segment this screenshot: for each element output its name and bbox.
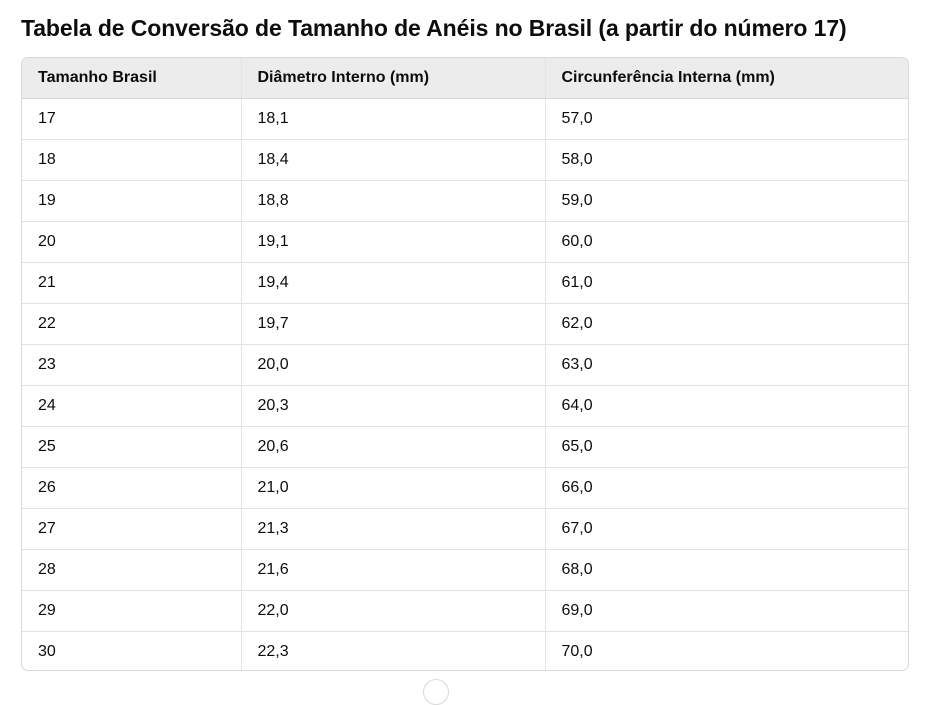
- table-body: 17 18,1 57,0 18 18,4 58,0 19 18,8 59,0 20 19,1 60,0…: [22, 98, 908, 670]
- table-row: 23 20,0 63,0: [22, 343, 908, 385]
- table-row: 22 19,7 62,0: [22, 302, 908, 344]
- cell-size-brazil: 23: [22, 343, 241, 385]
- ring-size-table: Tamanho Brasil Diâmetro Interno (mm) Cir…: [22, 58, 908, 670]
- table-row: 25 20,6 65,0: [22, 425, 908, 467]
- cell-inner-diameter: 18,4: [240, 138, 545, 180]
- column-header-inner-diameter: Diâmetro Interno (mm): [240, 58, 545, 99]
- cell-size-brazil: 19: [22, 179, 241, 221]
- table-header-row: Tamanho Brasil Diâmetro Interno (mm) Cir…: [22, 58, 908, 99]
- cell-size-brazil: 29: [22, 589, 241, 631]
- column-header-inner-circumference: Circunferência Interna (mm): [544, 58, 908, 99]
- cell-inner-diameter: 19,1: [240, 220, 545, 262]
- cell-inner-circumference: 60,0: [544, 220, 908, 262]
- table-row: 24 20,3 64,0: [22, 384, 908, 426]
- table-row: 20 19,1 60,0: [22, 220, 908, 262]
- cell-size-brazil: 30: [22, 630, 241, 670]
- table-row: 29 22,0 69,0: [22, 589, 908, 631]
- cell-inner-diameter: 19,4: [240, 261, 545, 303]
- cell-size-brazil: 17: [38, 109, 56, 127]
- cell-inner-diameter: 18,1: [240, 98, 545, 139]
- table-row: 18 18,4 58,0: [22, 138, 908, 180]
- cell-inner-diameter: 20,0: [240, 343, 545, 385]
- scroll-down-button[interactable]: [423, 679, 449, 705]
- cell-size-brazil: 22: [22, 302, 241, 344]
- cell-inner-circumference: 65,0: [544, 425, 908, 467]
- cell-inner-diameter: 22,3: [240, 630, 545, 670]
- cell-inner-diameter: 21,3: [240, 507, 545, 549]
- cell-inner-circumference: 69,0: [544, 589, 908, 631]
- cell-inner-diameter: 19,7: [240, 302, 545, 344]
- table-row: 27 21,3 67,0: [22, 507, 908, 549]
- cell-size-brazil: 26: [22, 466, 241, 508]
- cell-inner-diameter: 18,8: [240, 179, 545, 221]
- cell-size-brazil: 25: [22, 425, 241, 467]
- cell-inner-diameter: 21,0: [240, 466, 545, 508]
- cell-inner-circumference: 58,0: [544, 138, 908, 180]
- table-row: 19 18,8 59,0: [22, 179, 908, 221]
- cell-inner-diameter: 20,6: [240, 425, 545, 467]
- cell-size-brazil: 28: [22, 548, 241, 590]
- ring-size-table-container: Tamanho Brasil Diâmetro Interno (mm) Cir…: [21, 57, 909, 671]
- cell-inner-circumference: 61,0: [544, 261, 908, 303]
- cell-inner-circumference: 67,0: [544, 507, 908, 549]
- cell-size-brazil: 27: [22, 507, 241, 549]
- table-row: 21 19,4 61,0: [22, 261, 908, 303]
- cell-inner-diameter: 20,3: [240, 384, 545, 426]
- cell-size-brazil: 20: [22, 220, 241, 262]
- cell-inner-circumference: 70,0: [544, 630, 908, 670]
- cell-inner-diameter: 21,6: [240, 548, 545, 590]
- cell-inner-circumference: 68,0: [544, 548, 908, 590]
- cell-inner-circumference: 57,0: [544, 98, 908, 139]
- table-row: 28 21,6 68,0: [22, 548, 908, 590]
- table-row: 17 18,1 57,0: [22, 98, 908, 139]
- cell-inner-diameter: 22,0: [240, 589, 545, 631]
- cell-size-brazil: 24: [22, 384, 241, 426]
- column-header-size-brazil: Tamanho Brasil: [22, 58, 241, 99]
- cell-inner-circumference: 59,0: [544, 179, 908, 221]
- cell-size-brazil: 21: [22, 261, 241, 303]
- table-row: 30 22,3 70,0: [22, 630, 908, 670]
- table-row: 26 21,0 66,0: [22, 466, 908, 508]
- cell-inner-circumference: 63,0: [544, 343, 908, 385]
- cell-inner-circumference: 66,0: [544, 466, 908, 508]
- cell-inner-circumference: 62,0: [544, 302, 908, 344]
- page-title: Tabela de Conversão de Tamanho de Anéis …: [21, 15, 847, 41]
- cell-inner-circumference: 64,0: [544, 384, 908, 426]
- cell-size-brazil: 18: [22, 138, 241, 180]
